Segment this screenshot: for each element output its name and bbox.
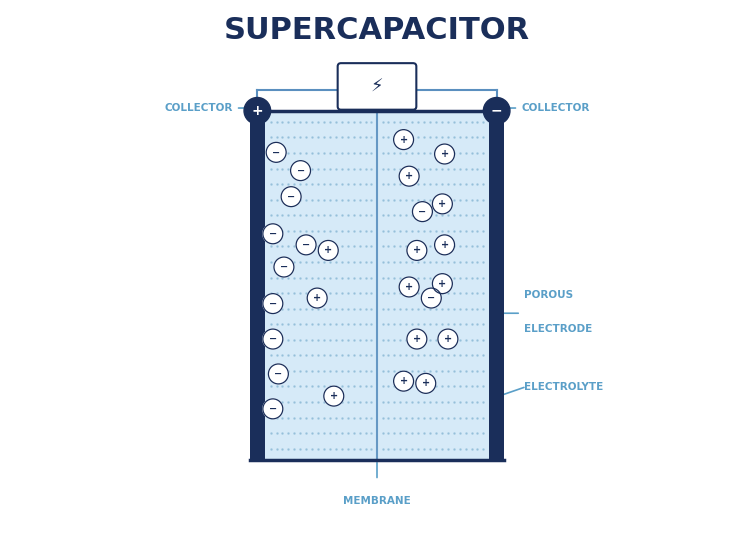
- Text: +: +: [421, 378, 430, 388]
- Text: +: +: [400, 135, 408, 145]
- Bar: [489, 111, 504, 460]
- Text: +: +: [440, 149, 449, 159]
- Text: ELECTRODE: ELECTRODE: [524, 324, 592, 334]
- Text: −: −: [428, 293, 435, 303]
- Text: +: +: [444, 334, 452, 344]
- Text: −: −: [268, 404, 277, 414]
- Circle shape: [415, 373, 436, 393]
- Text: +: +: [313, 293, 321, 303]
- Circle shape: [483, 98, 510, 124]
- Circle shape: [307, 288, 327, 308]
- Circle shape: [263, 224, 283, 244]
- Text: SUPERCAPACITOR: SUPERCAPACITOR: [224, 16, 530, 45]
- FancyBboxPatch shape: [338, 63, 416, 110]
- Circle shape: [290, 161, 311, 181]
- Circle shape: [318, 240, 339, 260]
- Circle shape: [412, 202, 432, 222]
- Bar: [250, 111, 265, 460]
- Text: −: −: [287, 192, 296, 202]
- Circle shape: [432, 194, 452, 214]
- Circle shape: [263, 294, 283, 314]
- Text: +: +: [440, 240, 449, 250]
- Circle shape: [432, 274, 452, 294]
- Text: −: −: [302, 240, 310, 250]
- Circle shape: [394, 371, 413, 391]
- Circle shape: [263, 399, 283, 419]
- Circle shape: [438, 329, 458, 349]
- Text: ⚡: ⚡: [371, 78, 383, 95]
- Text: +: +: [438, 199, 446, 209]
- Circle shape: [407, 329, 427, 349]
- Text: +: +: [329, 391, 338, 401]
- Text: MEMBRANE: MEMBRANE: [343, 496, 411, 506]
- Text: +: +: [405, 171, 413, 181]
- Text: COLLECTOR: COLLECTOR: [521, 103, 590, 113]
- Text: +: +: [413, 334, 421, 344]
- Circle shape: [296, 235, 316, 255]
- Bar: [265, 111, 489, 460]
- Text: ELECTROLYTE: ELECTROLYTE: [524, 382, 603, 392]
- Circle shape: [434, 144, 455, 164]
- Text: −: −: [268, 229, 277, 239]
- Text: +: +: [400, 376, 408, 386]
- Text: +: +: [324, 245, 333, 255]
- Text: −: −: [296, 166, 305, 176]
- Text: −: −: [280, 262, 288, 272]
- Text: −: −: [418, 207, 427, 217]
- Text: −: −: [491, 104, 502, 118]
- Text: −: −: [274, 369, 283, 379]
- Text: +: +: [405, 282, 413, 292]
- Circle shape: [394, 130, 413, 150]
- Text: −: −: [268, 334, 277, 344]
- Text: −: −: [272, 147, 280, 157]
- Circle shape: [421, 288, 441, 308]
- Circle shape: [434, 235, 455, 255]
- Text: +: +: [413, 245, 421, 255]
- Text: COLLECTOR: COLLECTOR: [164, 103, 233, 113]
- Text: +: +: [252, 104, 263, 118]
- Circle shape: [399, 166, 419, 186]
- Circle shape: [281, 187, 301, 207]
- Circle shape: [263, 329, 283, 349]
- Circle shape: [407, 240, 427, 260]
- Circle shape: [323, 386, 344, 406]
- Circle shape: [268, 364, 288, 384]
- Text: POROUS: POROUS: [524, 290, 573, 300]
- Circle shape: [274, 257, 294, 277]
- Text: +: +: [438, 279, 446, 289]
- Text: −: −: [268, 299, 277, 309]
- Circle shape: [244, 98, 271, 124]
- Circle shape: [266, 142, 287, 162]
- Circle shape: [399, 277, 419, 297]
